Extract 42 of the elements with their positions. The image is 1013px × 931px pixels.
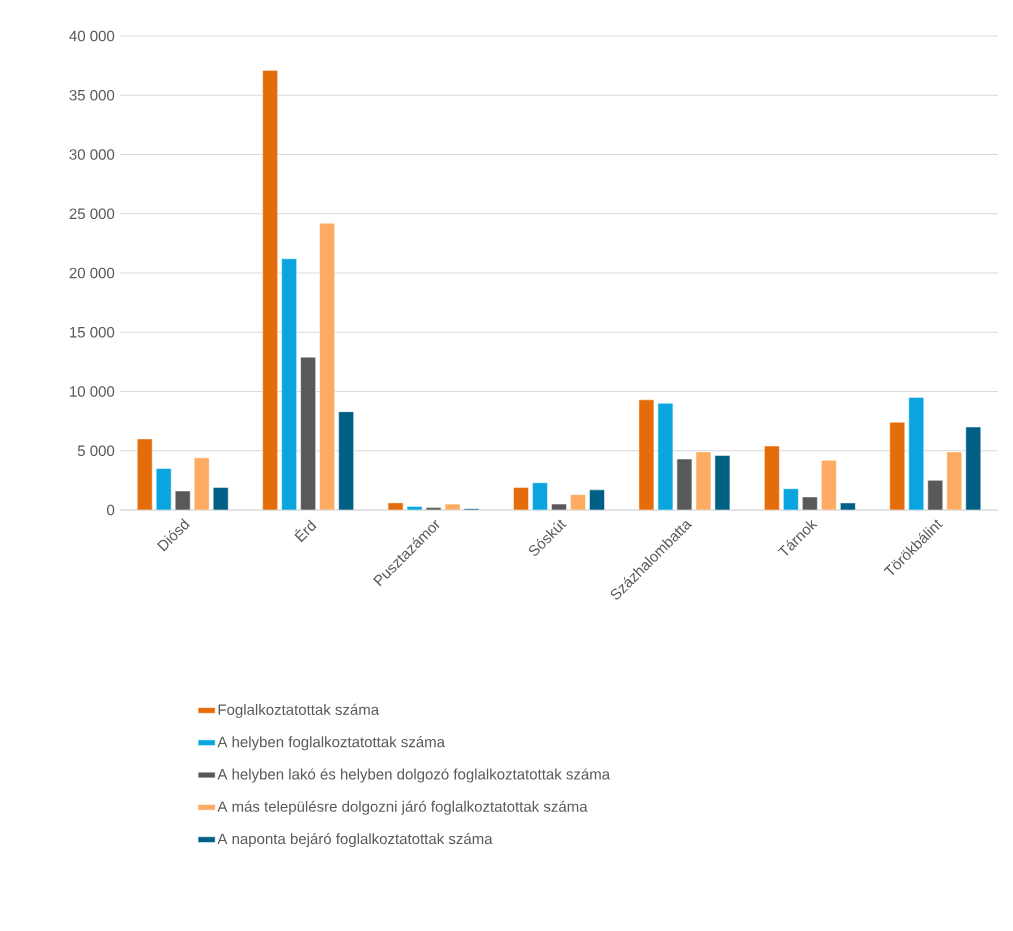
bar	[281, 258, 297, 510]
bar	[551, 503, 567, 510]
bar	[319, 222, 335, 510]
x-tick-label: Érd	[294, 519, 317, 543]
y-tick-label: 0	[107, 504, 115, 516]
bar	[695, 451, 712, 510]
bar	[965, 426, 982, 510]
bar	[908, 397, 925, 510]
legend-label: A helyben lakó és helyben dolgozó foglalkoztatottak száma	[217, 768, 611, 783]
bar	[802, 496, 818, 510]
bar	[425, 507, 442, 510]
legend-label: A más településre dolgozni járó foglalkoztatottak száma	[217, 800, 588, 815]
bar	[155, 468, 172, 510]
bar	[262, 70, 278, 510]
bar	[927, 480, 944, 510]
bar	[570, 494, 586, 510]
bar	[444, 503, 461, 510]
y-tick-label: 40 000	[69, 30, 115, 42]
bar	[193, 457, 210, 510]
legend-label: A naponta bejáró foglalkoztatottak száma	[217, 832, 493, 848]
bar	[783, 488, 799, 510]
bar	[764, 445, 780, 510]
bar	[136, 438, 153, 510]
bar	[889, 422, 906, 510]
y-tick-label: 30 000	[69, 149, 115, 160]
y-tick-label: 35 000	[69, 89, 115, 101]
bar	[338, 411, 354, 510]
y-tick-label: 5 000	[77, 445, 115, 457]
bar	[946, 451, 963, 510]
bar	[174, 490, 191, 510]
y-tick-label: 25 000	[69, 208, 115, 220]
y-tick-label: 15 000	[70, 326, 115, 338]
bar	[676, 458, 693, 510]
y-tick-label: 10 000	[70, 386, 115, 397]
bar	[406, 506, 423, 510]
legend-label: A helyben foglalkoztatottak száma	[217, 736, 446, 751]
legend-label: Foglalkoztatottak száma	[218, 703, 380, 718]
y-tick-label: 20 000	[69, 267, 115, 279]
bar	[821, 459, 837, 510]
bar	[532, 482, 548, 510]
bar	[300, 356, 316, 510]
bar	[657, 403, 674, 510]
